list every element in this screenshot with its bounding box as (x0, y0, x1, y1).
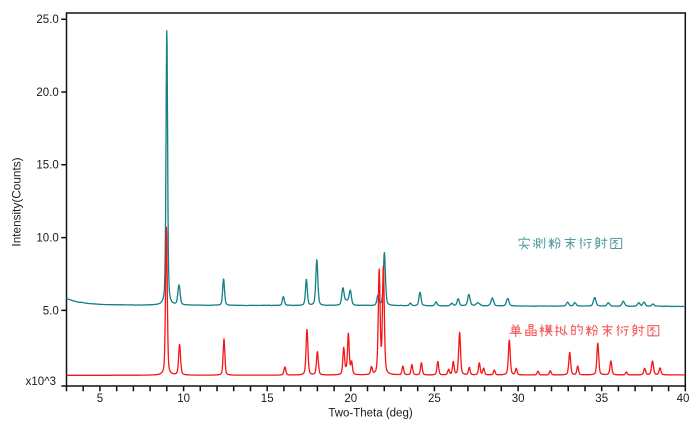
svg-text:10: 10 (177, 393, 190, 405)
svg-text:5.0: 5.0 (43, 305, 59, 317)
svg-text:20.0: 20.0 (36, 87, 58, 99)
svg-text:15.0: 15.0 (36, 160, 58, 172)
svg-text:30: 30 (512, 393, 525, 405)
svg-text:25.0: 25.0 (36, 14, 58, 26)
svg-text:Two-Theta (deg): Two-Theta (deg) (328, 408, 413, 420)
svg-text:Intensity(Counts): Intensity(Counts) (10, 157, 24, 246)
svg-text:x10^3: x10^3 (26, 376, 56, 388)
svg-text:35: 35 (595, 393, 608, 405)
svg-text:5: 5 (97, 393, 103, 405)
svg-text:40: 40 (677, 393, 690, 405)
svg-text:20: 20 (344, 393, 357, 405)
svg-text:15: 15 (261, 393, 274, 405)
svg-text:10.0: 10.0 (36, 233, 58, 245)
svg-text:25: 25 (428, 393, 441, 405)
